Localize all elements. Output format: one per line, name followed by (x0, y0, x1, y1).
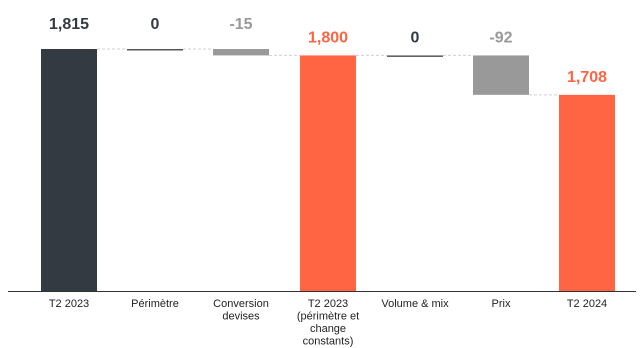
x-tick-label: Volume & mix (381, 298, 449, 310)
data-label: 0 (411, 29, 420, 46)
x-tick-label: T2 2023 (49, 298, 89, 310)
data-label: 1,800 (308, 29, 348, 46)
bar (127, 49, 183, 51)
bar (387, 55, 443, 57)
data-label: -92 (489, 29, 512, 46)
data-label: 1,708 (567, 69, 607, 86)
x-tick-label: Périmètre (131, 298, 179, 310)
data-label: -15 (229, 16, 252, 33)
bar (473, 55, 529, 95)
data-label: 1,815 (49, 16, 89, 33)
bar (300, 55, 356, 292)
bar (559, 94, 615, 292)
x-tick-label: T2 2024 (567, 298, 607, 310)
data-label: 0 (151, 16, 160, 33)
x-tick-label: Conversion devises (213, 298, 269, 323)
x-tick-label: T2 2023 (périmètre et change constants) (297, 298, 359, 348)
bar (213, 49, 269, 56)
bar (41, 49, 97, 291)
x-tick-label: Prix (492, 298, 511, 310)
